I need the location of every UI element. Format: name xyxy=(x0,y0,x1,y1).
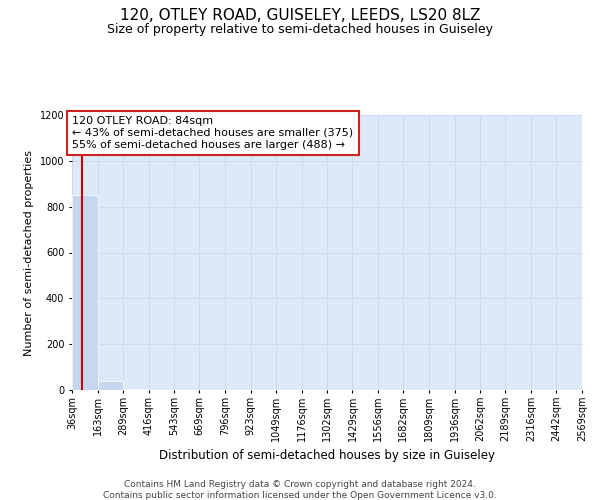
Text: Contains public sector information licensed under the Open Government Licence v3: Contains public sector information licen… xyxy=(103,491,497,500)
Text: 120 OTLEY ROAD: 84sqm
← 43% of semi-detached houses are smaller (375)
55% of sem: 120 OTLEY ROAD: 84sqm ← 43% of semi-deta… xyxy=(73,116,353,150)
Text: 120, OTLEY ROAD, GUISELEY, LEEDS, LS20 8LZ: 120, OTLEY ROAD, GUISELEY, LEEDS, LS20 8… xyxy=(120,8,480,22)
Bar xyxy=(123,389,149,390)
Y-axis label: Number of semi-detached properties: Number of semi-detached properties xyxy=(24,150,34,356)
X-axis label: Distribution of semi-detached houses by size in Guiseley: Distribution of semi-detached houses by … xyxy=(159,450,495,462)
Text: Size of property relative to semi-detached houses in Guiseley: Size of property relative to semi-detach… xyxy=(107,22,493,36)
Text: Contains HM Land Registry data © Crown copyright and database right 2024.: Contains HM Land Registry data © Crown c… xyxy=(124,480,476,489)
Bar xyxy=(72,195,98,390)
Bar xyxy=(98,381,123,390)
